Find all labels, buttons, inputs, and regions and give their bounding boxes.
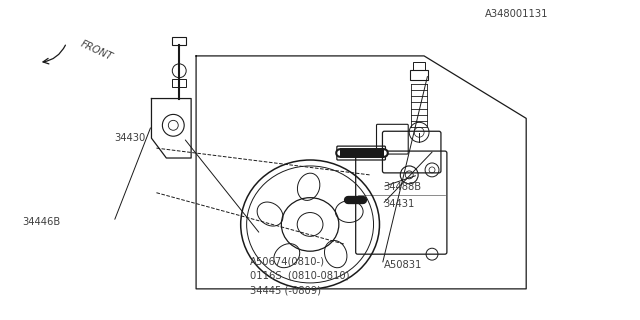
Text: 0116S  (0810-0810): 0116S (0810-0810) (250, 271, 349, 281)
Text: 34446B: 34446B (22, 217, 60, 227)
Text: 34431: 34431 (383, 199, 415, 209)
Bar (172, 37, 186, 45)
Bar (410, 70, 428, 80)
Text: 34430: 34430 (114, 133, 145, 143)
Text: 34488B: 34488B (383, 182, 422, 192)
Text: A348001131: A348001131 (485, 9, 548, 19)
Text: FRONT: FRONT (79, 39, 114, 62)
Bar (413, 62, 425, 70)
Text: A50674(0810-): A50674(0810-) (250, 257, 325, 267)
Text: A50831: A50831 (383, 260, 422, 270)
Bar (172, 79, 186, 87)
Text: 34445 (-0809): 34445 (-0809) (250, 285, 321, 295)
